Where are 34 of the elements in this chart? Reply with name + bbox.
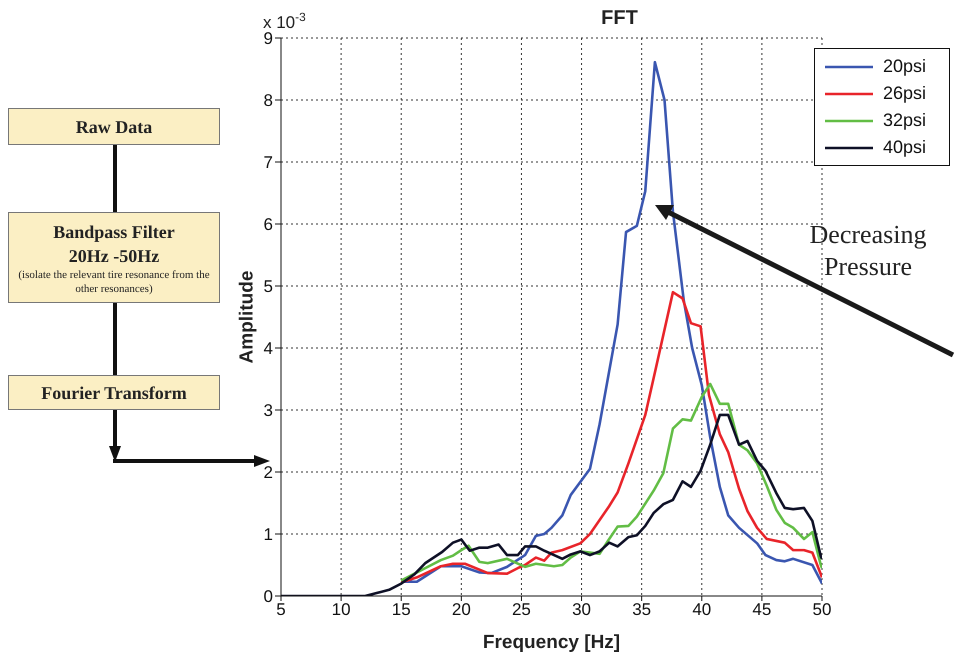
- process-box: Raw Data: [8, 108, 220, 145]
- y-tick-label: 4: [264, 339, 273, 358]
- x-tick-label: 5: [276, 600, 286, 620]
- annotation: Decreasing Pressure: [810, 220, 926, 281]
- x-tick-label: 50: [812, 600, 832, 620]
- x-tick-label: 20: [452, 600, 471, 620]
- y-tick-label: 8: [264, 91, 273, 110]
- x-tick-label: 35: [632, 600, 652, 620]
- line-series: [400, 290, 822, 584]
- x-tick-label: 15: [392, 600, 411, 620]
- x-tick-label: 25: [512, 600, 531, 620]
- y-tick-label: 7: [264, 153, 273, 172]
- process-box: Fourier Transform: [8, 375, 220, 410]
- x-tick-label: 10: [332, 600, 351, 620]
- legend-label: 26psi: [883, 83, 926, 104]
- chart-title: FFT: [601, 7, 638, 29]
- x-tick-label: 45: [752, 600, 772, 620]
- y-tick-label: 6: [264, 215, 273, 234]
- legend-label: 32psi: [883, 110, 926, 131]
- process-box: Bandpass Filter 20Hz -50Hz (isolate the relevant tire resonance from the other resonances): [8, 212, 220, 303]
- legend-label: 20psi: [883, 56, 926, 77]
- text: x 10$^{-3}$: [263, 10, 306, 32]
- legend-label: 40psi: [883, 137, 926, 158]
- line-series: [400, 382, 822, 582]
- y-axis-title: Amplitude: [236, 270, 258, 364]
- y-tick-label: 0: [264, 587, 273, 606]
- y-tick-label: 9: [264, 29, 273, 48]
- x-axis-title: Frequency [Hz]: [482, 632, 620, 652]
- y-tick-label: 1: [264, 525, 273, 544]
- x-tick-label: 40: [692, 600, 712, 620]
- y-tick-label: 2: [264, 463, 273, 482]
- x-tick-label: 30: [572, 600, 592, 620]
- y-tick-label: 3: [264, 401, 273, 420]
- y-tick-label: 5: [264, 277, 273, 296]
